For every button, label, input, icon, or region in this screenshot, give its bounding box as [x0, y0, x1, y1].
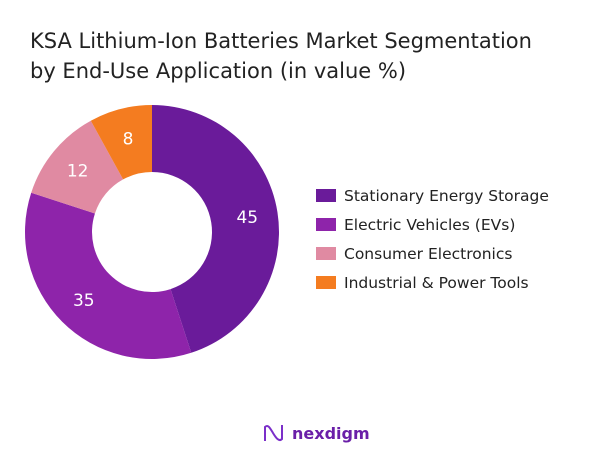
legend-swatch: [316, 276, 336, 289]
legend-item: Consumer Electronics: [316, 239, 549, 268]
legend-item: Electric Vehicles (EVs): [316, 210, 549, 239]
legend-item: Industrial & Power Tools: [316, 268, 549, 297]
data-label: 8: [123, 130, 134, 150]
title-line-1: KSA Lithium-Ion Batteries Market Segment…: [30, 29, 532, 53]
legend-label: Consumer Electronics: [344, 244, 513, 263]
data-label: 12: [67, 161, 89, 181]
donut-slice-3: [90, 105, 152, 180]
legend-swatch: [316, 189, 336, 202]
legend-item: Stationary Energy Storage: [316, 181, 549, 210]
legend: Stationary Energy Storage Electric Vehicl…: [316, 181, 549, 297]
title-line-2: by End-Use Application (in value %): [30, 59, 407, 83]
legend-swatch: [316, 247, 336, 260]
data-label: 45: [236, 208, 258, 228]
chart-title: KSA Lithium-Ion Batteries Market Segment…: [30, 26, 532, 86]
data-label: 35: [73, 291, 95, 311]
donut-slice-2: [31, 120, 124, 214]
nexdigm-logo-icon: [264, 424, 283, 442]
legend-label: Electric Vehicles (EVs): [344, 215, 516, 234]
brand-logo: nexdigm: [262, 422, 370, 444]
donut-slice-0: [152, 105, 279, 353]
donut-slice-1: [24, 192, 192, 359]
legend-label: Industrial & Power Tools: [344, 273, 529, 292]
brand-name: nexdigm: [292, 423, 370, 443]
legend-label: Stationary Energy Storage: [344, 186, 549, 205]
legend-swatch: [316, 218, 336, 231]
